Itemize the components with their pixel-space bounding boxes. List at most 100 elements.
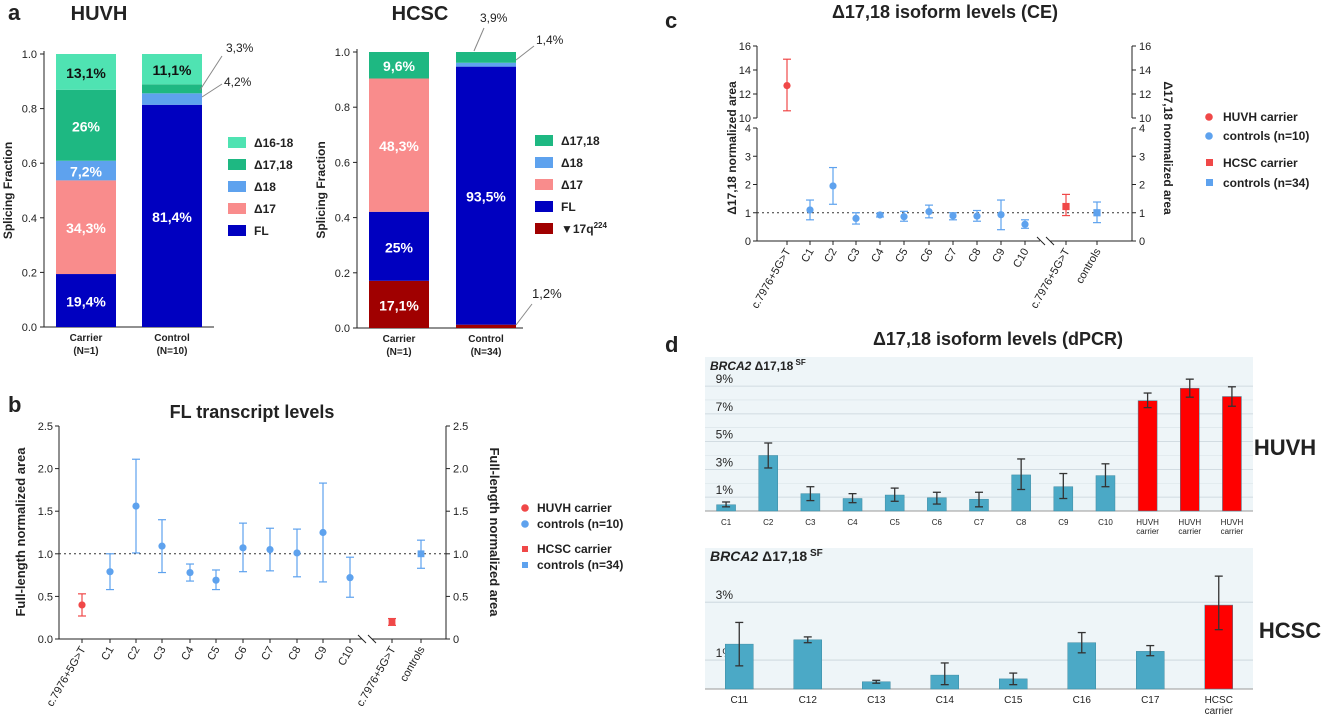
data-point bbox=[1021, 220, 1029, 228]
x-category-label: HUVH bbox=[1178, 518, 1201, 527]
panel-label-d: d bbox=[665, 332, 678, 357]
y-tick-label: 7% bbox=[716, 400, 734, 414]
y-tick-label: 0.0 bbox=[335, 323, 350, 335]
x-category-label: C2 bbox=[125, 645, 142, 663]
y-tick-label: 1 bbox=[745, 208, 751, 220]
stacked-bar-segment bbox=[456, 52, 516, 63]
data-point bbox=[106, 568, 114, 576]
x-category-label: C14 bbox=[936, 695, 955, 706]
x-category-label: Control bbox=[154, 333, 190, 344]
data-point bbox=[417, 550, 425, 558]
stacked-bar-segment bbox=[142, 104, 202, 327]
x-category-label: C3 bbox=[805, 518, 816, 527]
y-tick-label: 14 bbox=[739, 65, 751, 77]
stacked-bar-segment bbox=[142, 54, 202, 85]
stacked-bar-segment bbox=[142, 84, 202, 94]
stacked-bar-segment bbox=[56, 89, 116, 161]
x-category-label: C9 bbox=[1058, 518, 1069, 527]
y-tick-label: 2.5 bbox=[38, 421, 53, 433]
legend-swatch bbox=[228, 159, 246, 170]
annotation-leader bbox=[473, 27, 485, 52]
x-category-label: C4 bbox=[179, 645, 196, 663]
x-category-label: C2 bbox=[822, 247, 839, 265]
axis-break-mark bbox=[367, 634, 377, 644]
y2-tick-label: 2.0 bbox=[453, 464, 468, 476]
bar-data-label: 93,5% bbox=[466, 189, 506, 205]
y-tick-label: 3 bbox=[745, 151, 751, 163]
y2-tick-label: 2 bbox=[1139, 180, 1145, 192]
x-category-label: C6 bbox=[918, 247, 935, 265]
plot-background bbox=[705, 357, 1253, 511]
data-point bbox=[1062, 202, 1070, 211]
stacked-bar-segment bbox=[456, 62, 516, 67]
legend-marker bbox=[1205, 132, 1213, 140]
x-category-label: c.7976+5G>T bbox=[355, 644, 399, 708]
stacked-bar-segment bbox=[56, 54, 116, 90]
x-category-label: (N=10) bbox=[157, 346, 188, 357]
y2-tick-label: 0 bbox=[1139, 236, 1145, 248]
x-category-label: C10 bbox=[1098, 518, 1113, 527]
legend-label: FL bbox=[254, 224, 269, 238]
bar-data-label: 13,1% bbox=[66, 65, 106, 81]
bar-data-label: 48,3% bbox=[379, 138, 419, 154]
x-category-label: C10 bbox=[336, 645, 356, 668]
y2-tick-label: 3 bbox=[1139, 151, 1145, 163]
y-axis-label: Splicing Fraction bbox=[314, 141, 328, 238]
x-category-label: C4 bbox=[847, 518, 858, 527]
x-category-label: HUVH bbox=[1136, 518, 1159, 527]
bar-data-label: 81,4% bbox=[152, 209, 192, 225]
y-tick-label: 9% bbox=[716, 372, 734, 386]
y2-axis-label: Full-length normalized area bbox=[487, 447, 502, 617]
data-point bbox=[239, 544, 247, 552]
legend-label: controls (n=34) bbox=[537, 558, 623, 572]
data-point bbox=[388, 618, 396, 626]
legend-marker bbox=[522, 562, 528, 568]
legend-label: HCSC carrier bbox=[1223, 156, 1298, 170]
legend-label: Δ16-18 bbox=[254, 136, 294, 150]
bar bbox=[793, 639, 822, 690]
y2-tick-label: 2.5 bbox=[453, 421, 468, 433]
x-category-label: carrier bbox=[1205, 706, 1234, 717]
x-category-label: carrier bbox=[1178, 527, 1201, 536]
x-category-label: C8 bbox=[966, 247, 983, 265]
data-point bbox=[1093, 209, 1101, 217]
annotation-label: 1,2% bbox=[532, 286, 562, 301]
y-axis-label: Full-length normalized area bbox=[13, 447, 28, 617]
x-category-label: Carrier bbox=[70, 333, 103, 344]
axis-break-mark bbox=[357, 634, 367, 644]
x-category-label: C7 bbox=[974, 518, 985, 527]
y2-tick-label: 16 bbox=[1139, 41, 1151, 53]
x-category-label: Control bbox=[468, 334, 504, 345]
bar bbox=[1137, 400, 1158, 512]
data-point bbox=[925, 208, 933, 216]
bar-data-label: 19,4% bbox=[66, 294, 106, 310]
y2-tick-label: 12 bbox=[1139, 89, 1151, 101]
data-point bbox=[876, 211, 884, 219]
y-axis-label: Splicing Fraction bbox=[1, 142, 15, 239]
data-point bbox=[346, 574, 354, 582]
legend-label: controls (n=34) bbox=[1223, 176, 1309, 190]
legend-marker bbox=[521, 504, 529, 512]
data-point bbox=[949, 212, 957, 220]
data-point bbox=[158, 542, 166, 550]
y-tick-label: 0.5 bbox=[38, 591, 53, 603]
bar bbox=[1222, 396, 1242, 512]
legend-marker bbox=[521, 520, 529, 528]
chart-title: Δ17,18 isoform levels (CE) bbox=[832, 2, 1058, 22]
x-category-label: C10 bbox=[1011, 247, 1031, 270]
y2-tick-label: 1.0 bbox=[453, 549, 468, 561]
y2-tick-label: 1 bbox=[1139, 208, 1145, 220]
y-tick-label: 0.6 bbox=[22, 158, 37, 170]
stacked-bar-segment bbox=[456, 66, 516, 325]
y-tick-label: 3% bbox=[716, 588, 734, 602]
x-category-label: HUVH bbox=[1221, 518, 1244, 527]
stacked-bar-segment bbox=[369, 52, 429, 79]
x-category-label: C3 bbox=[151, 645, 168, 663]
x-category-label: C5 bbox=[890, 518, 901, 527]
bar-data-label: 34,3% bbox=[66, 220, 106, 236]
x-category-label: c.7976+5G>T bbox=[1029, 246, 1073, 310]
y-tick-label: 1.0 bbox=[22, 49, 37, 61]
legend-label: controls (n=10) bbox=[1223, 129, 1309, 143]
y2-tick-label: 4 bbox=[1139, 123, 1145, 135]
bar-data-label: 26% bbox=[72, 118, 101, 134]
